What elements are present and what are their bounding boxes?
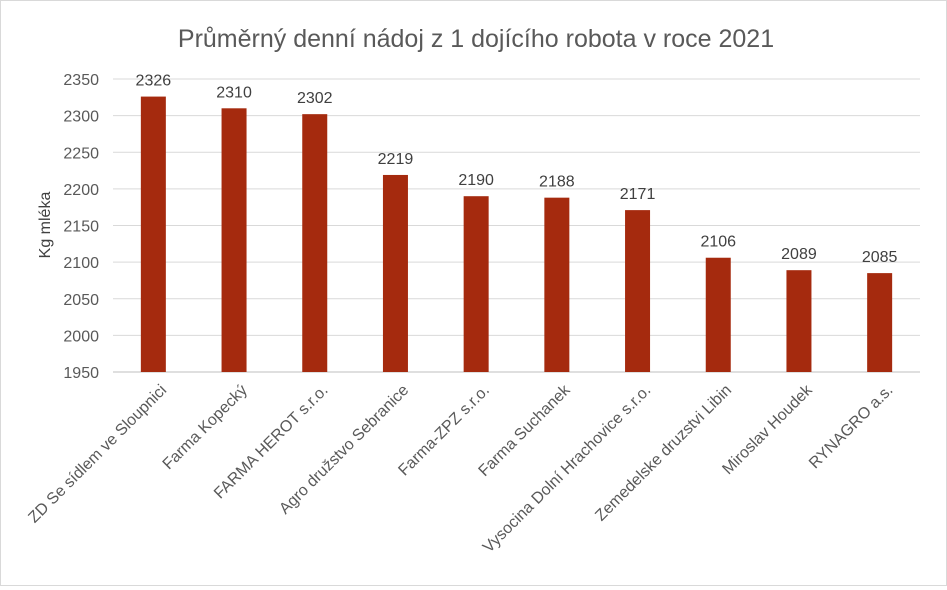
data-label: 2219 bbox=[378, 151, 414, 168]
gridlines bbox=[113, 78, 920, 373]
x-tick-label: RYNAGRO a.s. bbox=[806, 382, 896, 472]
bar bbox=[544, 197, 570, 372]
x-tick-label: Agro družstvo Sebranice bbox=[276, 382, 412, 518]
y-tick-label: 2300 bbox=[63, 109, 99, 126]
y-axis-ticks: 1950 2000 2050 2100 2150 2200 2250 2300 2350 bbox=[63, 72, 99, 382]
y-tick-label: 2350 bbox=[63, 72, 99, 89]
y-tick-label: 2250 bbox=[63, 145, 99, 162]
y-tick-label: 2200 bbox=[63, 182, 99, 199]
y-tick-label: 2000 bbox=[63, 328, 99, 345]
y-tick-label: 2150 bbox=[63, 219, 99, 236]
bar bbox=[867, 273, 893, 372]
bar bbox=[302, 114, 328, 372]
y-tick-label: 2100 bbox=[63, 255, 99, 272]
data-label: 2106 bbox=[700, 234, 736, 251]
data-label: 2089 bbox=[781, 246, 817, 263]
data-label: 2190 bbox=[458, 172, 494, 189]
bar bbox=[140, 96, 166, 372]
x-tick-label: Farma Kopecký bbox=[160, 382, 251, 473]
y-axis-label: Kg mléka bbox=[37, 192, 54, 259]
data-label: 2171 bbox=[620, 186, 656, 203]
y-tick-label: 2050 bbox=[63, 292, 99, 309]
data-labels: 2326 2310 2302 2219 2190 2188 2171 2106 2089 2085 bbox=[136, 73, 898, 267]
x-tick-label: Vysocina Dolní Hrachovice s.r.o. bbox=[480, 382, 654, 556]
x-tick-label: Miroslav Houdek bbox=[720, 381, 817, 478]
bar bbox=[382, 174, 408, 372]
data-label: 2302 bbox=[297, 90, 333, 107]
x-tick-label: ZD Se sídlem ve Sloupnici bbox=[25, 382, 170, 527]
bar bbox=[463, 196, 489, 372]
data-label: 2188 bbox=[539, 174, 575, 191]
data-label: 2310 bbox=[216, 84, 252, 101]
data-label: 2326 bbox=[136, 73, 172, 90]
x-tick-label: Zemedelske druzstvi Libin bbox=[592, 382, 735, 525]
data-label: 2085 bbox=[862, 249, 898, 266]
bars bbox=[140, 96, 893, 373]
bar bbox=[705, 257, 731, 372]
chart-title: Průměrný denní nádoj z 1 dojícího robota… bbox=[178, 25, 774, 53]
bar bbox=[786, 270, 812, 372]
y-tick-label: 1950 bbox=[63, 365, 99, 382]
bar bbox=[221, 108, 247, 373]
bar bbox=[625, 210, 651, 372]
